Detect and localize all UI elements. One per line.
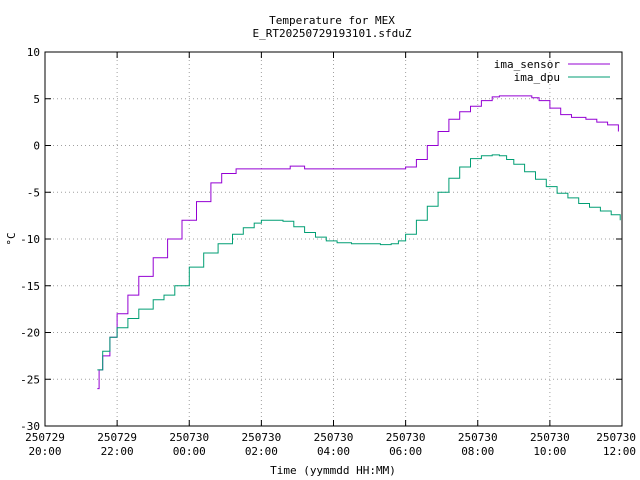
x-axis-label: Time (yymmdd HH:MM) bbox=[270, 464, 396, 477]
x-axis-tick-labels: 25072920:0025072922:0025073000:002507300… bbox=[25, 431, 636, 458]
y-tick-label: -10 bbox=[20, 233, 40, 246]
x-tick-date-label: 250729 bbox=[97, 431, 137, 444]
y-tick-label: -5 bbox=[27, 186, 40, 199]
y-tick-label: -15 bbox=[20, 280, 40, 293]
y-tick-label: -20 bbox=[20, 327, 40, 340]
y-tick-label: 0 bbox=[33, 140, 40, 153]
x-tick-date-label: 250730 bbox=[530, 431, 570, 444]
x-tick-date-label: 250730 bbox=[314, 431, 354, 444]
chart-subtitle: E_RT20250729193101.sfduZ bbox=[253, 27, 412, 40]
x-tick-time-label: 10:00 bbox=[533, 445, 566, 458]
x-tick-date-label: 250730 bbox=[458, 431, 498, 444]
x-tick-date-label: 250730 bbox=[169, 431, 209, 444]
x-tick-time-label: 02:00 bbox=[245, 445, 278, 458]
x-tick-date-label: 250730 bbox=[386, 431, 426, 444]
y-tick-label: -25 bbox=[20, 373, 40, 386]
x-tick-date-label: 250729 bbox=[25, 431, 65, 444]
series-lines bbox=[97, 95, 621, 390]
x-tick-time-label: 06:00 bbox=[389, 445, 422, 458]
x-tick-time-label: 12:00 bbox=[603, 445, 636, 458]
x-tick-time-label: 20:00 bbox=[28, 445, 61, 458]
series-line-ima-sensor bbox=[97, 95, 619, 390]
legend-label-ima-sensor: ima_sensor bbox=[494, 58, 561, 71]
y-tick-label: -30 bbox=[20, 420, 40, 433]
series-line-ima-dpu bbox=[97, 154, 621, 371]
x-tick-time-label: 08:00 bbox=[461, 445, 494, 458]
grid bbox=[45, 52, 622, 426]
x-tick-date-label: 250730 bbox=[596, 431, 636, 444]
y-tick-label: 10 bbox=[27, 46, 40, 59]
y-tick-label: 5 bbox=[33, 93, 40, 106]
x-tick-date-label: 250730 bbox=[242, 431, 282, 444]
x-tick-time-label: 22:00 bbox=[101, 445, 134, 458]
x-tick-time-label: 00:00 bbox=[173, 445, 206, 458]
y-axis-tick-labels: -30 -25 -20 -15 -10 -5 0 5 10 bbox=[20, 46, 40, 433]
legend-label-ima-dpu: ima_dpu bbox=[514, 71, 560, 84]
y-axis-label: °C bbox=[5, 232, 18, 245]
chart-title: Temperature for MEX bbox=[269, 14, 395, 27]
plot-frame bbox=[44, 51, 623, 427]
x-tick-time-label: 04:00 bbox=[317, 445, 350, 458]
